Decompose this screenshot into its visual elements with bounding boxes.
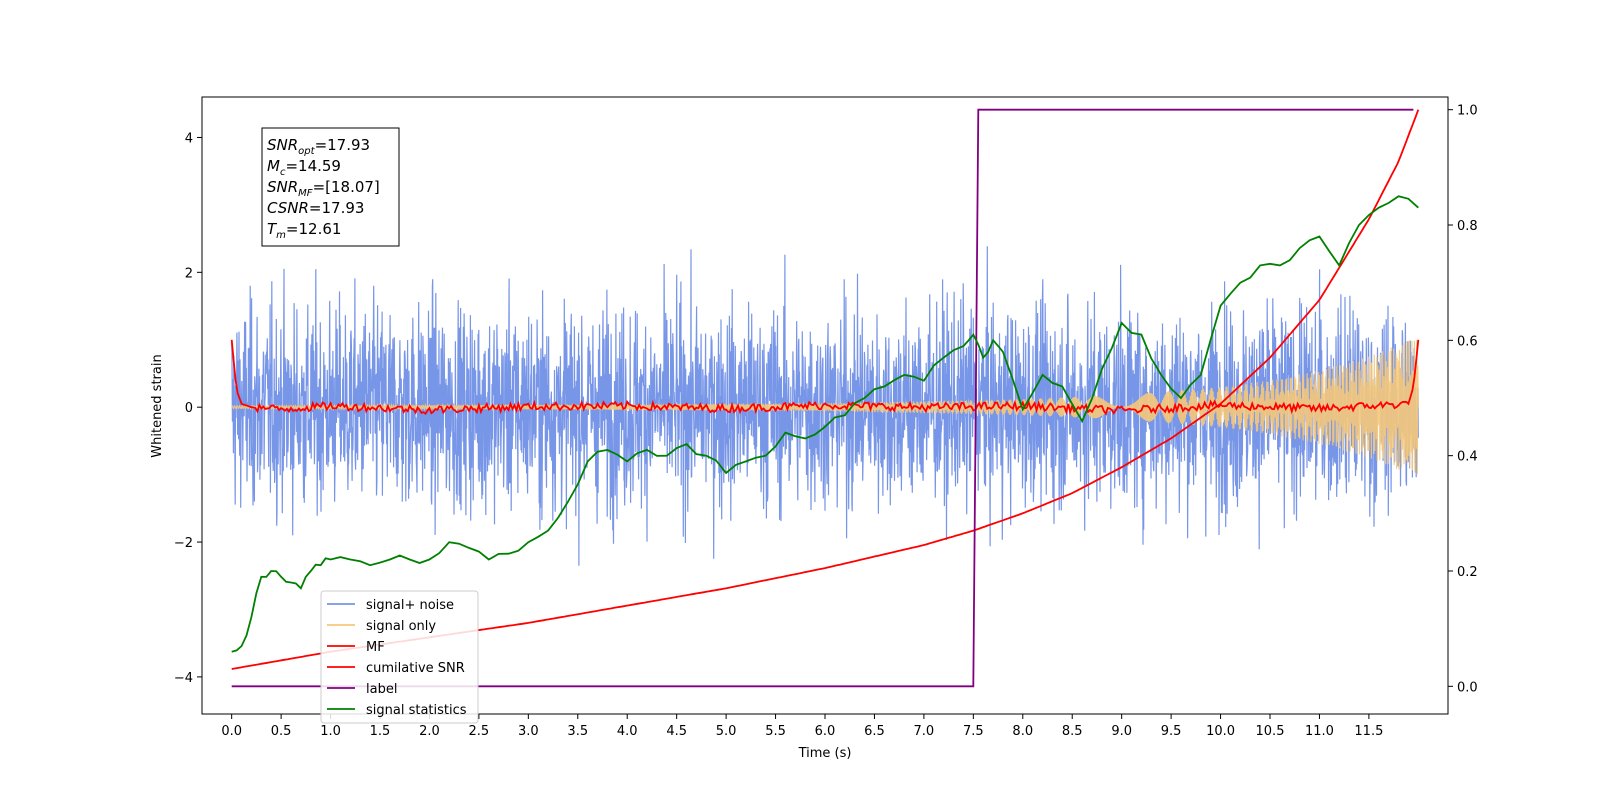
x-tick-label: 5.5 <box>765 724 786 739</box>
y-tick-label: 4 <box>185 131 193 146</box>
y2-tick-label: 0.2 <box>1457 565 1478 580</box>
info-box: SNRopt=17.93Mc=14.59SNRMF=[18.07]CSNR=17… <box>261 127 400 247</box>
x-tick-label: 10.0 <box>1206 724 1235 739</box>
y-tick-label: 0 <box>185 401 193 416</box>
legend-label: cumilative SNR <box>366 661 465 676</box>
legend-label: signal statistics <box>366 703 467 718</box>
label-line <box>231 108 1414 688</box>
x-tick-label: 11.5 <box>1354 724 1383 739</box>
legend-frame <box>320 590 479 724</box>
x-tick-label: 2.0 <box>419 724 440 739</box>
y2-tick-label: 0.6 <box>1457 334 1478 349</box>
x-tick-label: 7.5 <box>963 724 984 739</box>
x-tick-label: 4.0 <box>617 724 638 739</box>
x-tick-label: 1.0 <box>320 724 341 739</box>
y2-axis-ticks: 1.0 0.8 0.6 0.4 0.2 0.0 <box>1448 104 1478 695</box>
y2-tick-label: 1.0 <box>1457 104 1478 119</box>
signal-only-line <box>231 340 1419 475</box>
info-box-line: SNRopt=17.93 <box>267 136 370 157</box>
x-tick-label: 6.0 <box>815 724 836 739</box>
info-box-line: CSNR=17.93 <box>267 199 364 217</box>
x-tick-label: 6.5 <box>864 724 885 739</box>
y-axis-label: Whitened strain <box>150 354 165 457</box>
x-tick-label: 5.0 <box>716 724 737 739</box>
x-tick-label: 0.0 <box>221 724 242 739</box>
y-axis-ticks: 4 2 0 −2 −4 <box>174 131 202 686</box>
signal-statistics-line <box>231 195 1419 653</box>
x-axis-ticks: 0.0 0.5 1.0 1.5 2.0 2.5 3.0 3.5 4.0 4.5 5.0 5.5 6.0 6… <box>221 714 1383 739</box>
y-tick-label: 2 <box>185 266 193 281</box>
info-box-line: Tm=12.61 <box>267 220 341 241</box>
legend: signal+ noise signal only MF cumilative SNR… <box>320 590 479 724</box>
info-box-frame <box>261 127 400 247</box>
legend-label: MF <box>366 640 385 655</box>
x-tick-label: 3.0 <box>518 724 539 739</box>
info-box-line: SNRMF=[18.07] <box>267 178 380 199</box>
y2-tick-label: 0.4 <box>1457 450 1478 465</box>
x-tick-label: 11.0 <box>1305 724 1334 739</box>
series-signal-only <box>231 340 1419 475</box>
x-tick-label: 9.5 <box>1161 724 1182 739</box>
x-tick-label: 8.0 <box>1012 724 1033 739</box>
y-tick-label: −4 <box>174 671 193 686</box>
x-tick-label: 4.5 <box>666 724 687 739</box>
x-tick-label: 3.5 <box>567 724 588 739</box>
x-tick-label: 10.5 <box>1256 724 1285 739</box>
y2-tick-label: 0.8 <box>1457 219 1478 234</box>
x-tick-label: 7.0 <box>914 724 935 739</box>
info-box-line: Mc=14.59 <box>267 157 341 178</box>
x-axis-label: Time (s) <box>798 746 852 761</box>
x-tick-label: 2.5 <box>469 724 490 739</box>
legend-label: signal only <box>366 619 436 634</box>
x-tick-label: 1.5 <box>370 724 391 739</box>
y2-tick-label: 0.0 <box>1457 680 1478 695</box>
signal-noise-line <box>231 246 1419 566</box>
y-tick-label: −2 <box>174 536 193 551</box>
series-signal-noise <box>231 246 1419 566</box>
x-tick-label: 9.0 <box>1111 724 1132 739</box>
legend-label: signal+ noise <box>366 598 454 613</box>
x-tick-label: 0.5 <box>271 724 292 739</box>
legend-label: label <box>366 682 397 697</box>
x-tick-label: 8.5 <box>1062 724 1083 739</box>
